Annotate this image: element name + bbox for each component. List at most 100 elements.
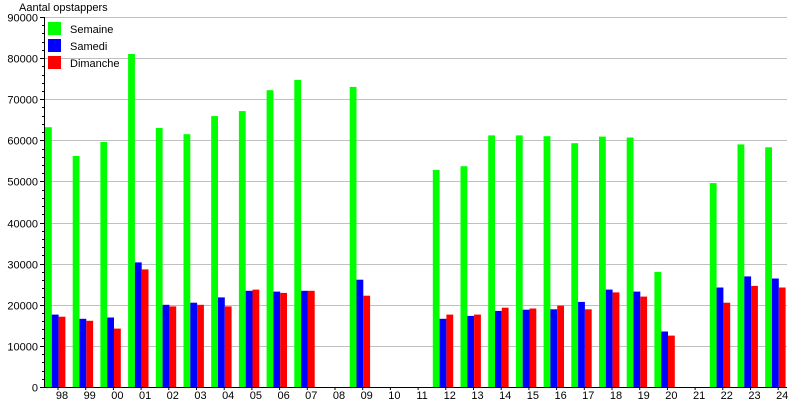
x-tick-label: 01 — [139, 390, 151, 400]
x-tick-label: 18 — [610, 390, 622, 400]
bar-samedi-98 — [51, 314, 59, 387]
bar-semaine-17 — [571, 143, 579, 387]
bar-dimanche-20 — [668, 335, 675, 387]
bar-dimanche-09 — [363, 295, 371, 387]
bar-dimanche-07 — [307, 290, 315, 387]
y-tick-label: 30000 — [7, 260, 38, 272]
bar-dimanche-04 — [224, 306, 232, 387]
bar-samedi-99 — [79, 318, 87, 387]
bar-semaine-22 — [709, 183, 717, 387]
y-axis-label: Aantal opstappers — [19, 2, 108, 14]
bar-semaine-02 — [155, 128, 163, 387]
x-tick-label: 04 — [222, 390, 234, 400]
bar-semaine-09 — [349, 86, 357, 388]
bar-samedi-22 — [716, 287, 724, 387]
bar-samedi-16 — [550, 309, 558, 387]
x-tick-label: 19 — [638, 390, 650, 400]
legend-label: Dimanche — [70, 58, 120, 70]
bar-dimanche-98 — [58, 316, 66, 387]
bar-dimanche-06 — [280, 292, 287, 387]
x-tick-label: 02 — [167, 390, 179, 400]
bar-samedi-13 — [467, 315, 475, 387]
y-tick-label: 60000 — [7, 136, 38, 148]
bar-samedi-17 — [578, 301, 585, 387]
x-tick-label: 12 — [444, 390, 456, 400]
y-tick-label: 90000 — [7, 13, 38, 25]
bar-semaine-14 — [488, 135, 495, 387]
bar-semaine-20 — [654, 271, 662, 387]
bar-semaine-98 — [45, 127, 52, 387]
x-tick-label: 11 — [416, 390, 427, 400]
x-tick-label: 99 — [84, 390, 96, 400]
bar-dimanche-99 — [86, 320, 94, 387]
bar-samedi-07 — [301, 290, 308, 387]
bar-dimanche-19 — [640, 296, 648, 387]
bar-dimanche-05 — [252, 289, 260, 387]
y-tick-label: 80000 — [7, 54, 38, 66]
bar-semaine-99 — [72, 156, 80, 387]
bar-samedi-14 — [495, 310, 502, 387]
x-tick-label: 13 — [471, 390, 483, 400]
bar-semaine-12 — [432, 169, 440, 387]
x-tick-label: 00 — [111, 390, 123, 400]
legend-swatch-samedi — [48, 39, 61, 52]
x-tick-label: 20 — [665, 390, 677, 400]
bar-samedi-24 — [772, 278, 779, 387]
x-tick-label: 06 — [277, 390, 289, 400]
bar-dimanche-23 — [751, 285, 758, 387]
bar-semaine-04 — [211, 116, 218, 387]
bar-dimanche-02 — [169, 306, 177, 387]
bar-semaine-05 — [238, 111, 246, 387]
legend-label: Samedi — [70, 41, 107, 53]
y-tick-label: 50000 — [7, 177, 38, 189]
bar-samedi-03 — [190, 302, 198, 387]
bar-samedi-09 — [356, 279, 364, 387]
bar-dimanche-17 — [584, 309, 592, 387]
bar-semaine-15 — [515, 135, 523, 387]
bar-dimanche-14 — [501, 307, 509, 387]
x-tick-label: 14 — [499, 390, 511, 400]
bar-dimanche-03 — [197, 304, 204, 387]
bar-samedi-04 — [218, 297, 225, 387]
bar-dimanche-22 — [723, 302, 731, 387]
x-tick-label: 98 — [56, 390, 68, 400]
bar-samedi-18 — [605, 289, 613, 387]
bar-semaine-18 — [599, 136, 606, 387]
bar-samedi-20 — [661, 331, 668, 387]
bar-samedi-19 — [633, 291, 641, 387]
bar-semaine-19 — [626, 137, 634, 387]
bar-semaine-16 — [543, 136, 551, 387]
x-tick-label: 03 — [194, 390, 206, 400]
bar-semaine-06 — [266, 90, 274, 387]
bar-dimanche-24 — [778, 287, 786, 387]
bar-dimanche-12 — [446, 314, 454, 387]
x-tick-label: 23 — [748, 390, 760, 400]
x-tick-label: 09 — [361, 390, 373, 400]
x-tick-label: 17 — [582, 390, 594, 400]
bar-samedi-23 — [744, 276, 752, 387]
bar-dimanche-18 — [612, 292, 620, 387]
x-tick-label: 05 — [250, 390, 262, 400]
bar-samedi-02 — [162, 304, 170, 387]
legend-swatch-semaine — [48, 22, 61, 35]
bar-dimanche-16 — [557, 305, 564, 387]
bar-samedi-15 — [522, 309, 530, 387]
bar-samedi-00 — [107, 317, 114, 387]
bar-semaine-24 — [765, 147, 772, 387]
x-tick-label: 21 — [693, 390, 705, 400]
bar-samedi-05 — [245, 290, 253, 387]
x-tick-label: 22 — [721, 390, 733, 400]
bar-semaine-07 — [294, 79, 302, 388]
y-tick-label: 70000 — [7, 95, 38, 107]
bar-semaine-03 — [183, 134, 191, 387]
y-tick-label: 40000 — [7, 219, 38, 231]
bar-dimanche-15 — [529, 308, 537, 387]
bar-semaine-23 — [737, 144, 745, 387]
y-tick-label: 20000 — [7, 301, 38, 313]
x-tick-label: 07 — [305, 390, 317, 400]
x-tick-label: 08 — [333, 390, 345, 400]
bar-dimanche-00 — [114, 328, 121, 387]
y-tick-label: 10000 — [7, 342, 38, 354]
y-tick-label: 0 — [32, 383, 38, 395]
